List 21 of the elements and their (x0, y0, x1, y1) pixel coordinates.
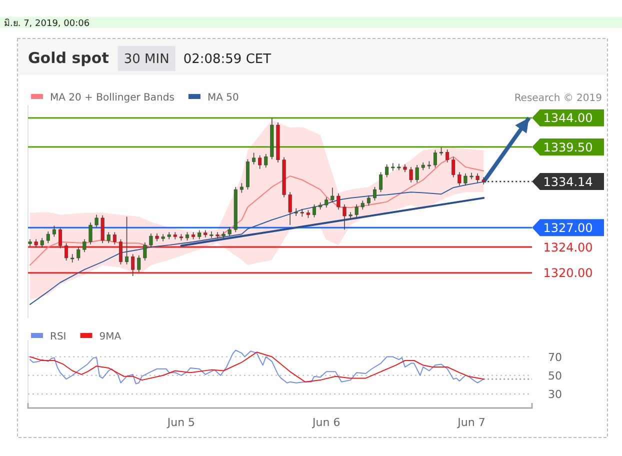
x-tick-label: Jun 6 (312, 416, 340, 429)
chart-title: Gold spot (28, 49, 109, 67)
y-tick-label: 50 (548, 369, 562, 382)
legend-label: MA 50 (207, 92, 239, 104)
ref-line-label: 1334.14 (543, 174, 593, 189)
x-tick-label: Jun 5 (166, 416, 196, 429)
legend-label: RSI (50, 332, 66, 342)
ref-line-label: 1344.00 (543, 111, 593, 126)
legend-label: 9MA (99, 332, 122, 342)
text: มิ.ย. 7, 2019, 00:06 (4, 18, 90, 29)
legend-label: MA 20 + Bollinger Bands (50, 92, 174, 104)
ref-line-label: 1324.00 (543, 240, 593, 254)
y-tick-label: 70 (548, 350, 562, 364)
ref-line-label: 1339.50 (543, 140, 593, 154)
x-tick-label: Jun 7 (456, 416, 486, 429)
y-tick-label: 30 (548, 388, 562, 402)
text: Research © 2019 (514, 93, 602, 104)
ref-line-label: 1327.00 (543, 220, 593, 235)
text: 02:08:59 CET (183, 52, 272, 67)
chart-subtitle: 30 MIN (124, 52, 170, 67)
ref-line-label: 1320.00 (543, 266, 593, 280)
